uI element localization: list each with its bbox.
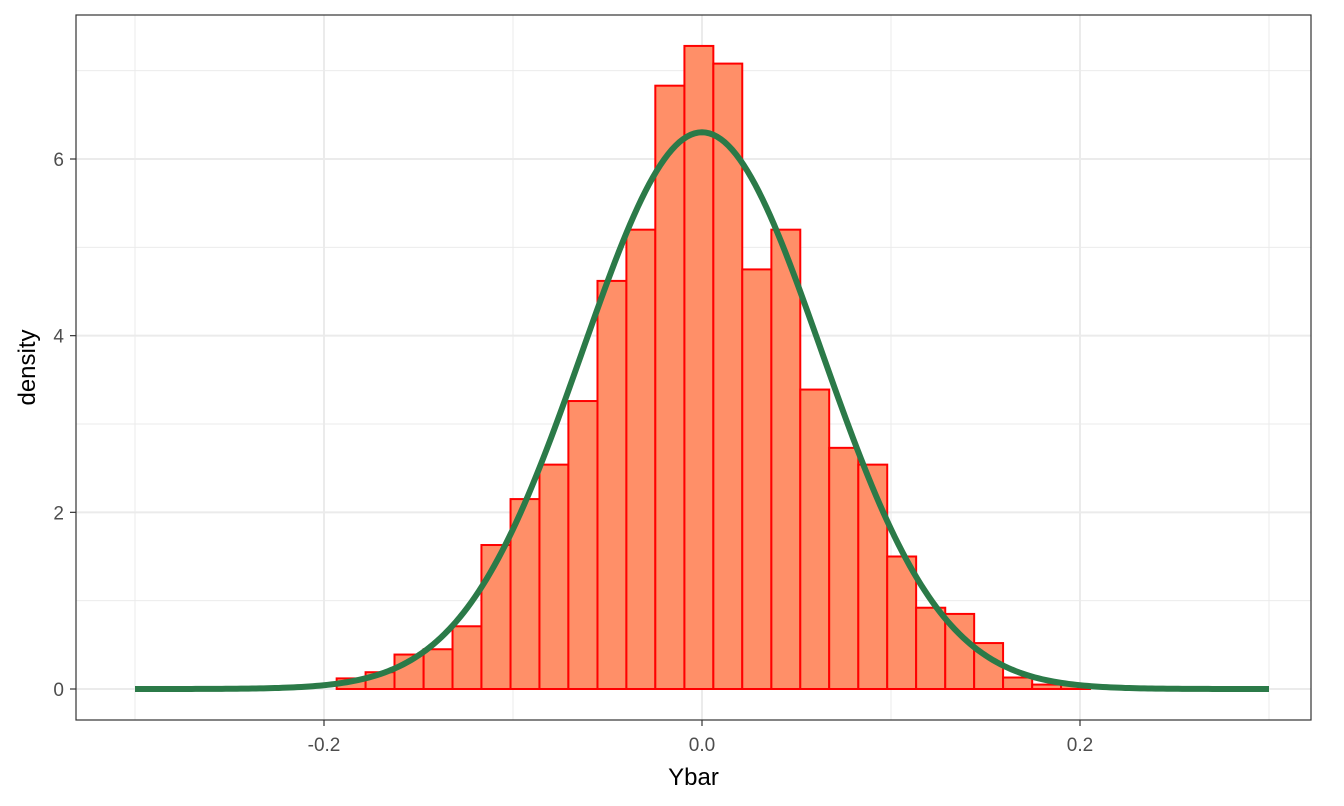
histogram-bar: [625, 228, 657, 691]
histogram-bar: [596, 279, 628, 690]
panel-border: [75, 14, 1312, 721]
histogram-bar: [741, 268, 773, 690]
histogram-bar: [683, 44, 715, 690]
x-tick-label: 0.2: [1067, 735, 1093, 756]
y-tick-label: 6: [53, 150, 64, 171]
y-axis-title: density: [14, 329, 41, 405]
y-tick-label: 2: [53, 503, 64, 524]
x-tick-label: 0.0: [689, 735, 715, 756]
x-tick-label: -0.2: [308, 735, 341, 756]
histogram-bar: [857, 463, 889, 690]
histogram-bars: [335, 44, 1092, 691]
histogram-bar: [770, 228, 802, 691]
histogram-bar: [654, 84, 686, 690]
y-axis: 0 2 4 6: [53, 150, 76, 701]
histogram-bar: [712, 62, 744, 691]
histogram-bar: [886, 555, 918, 690]
histogram-bar: [828, 446, 860, 690]
y-tick-label: 0: [53, 680, 64, 701]
histogram-bar: [480, 544, 512, 690]
histogram-bar: [451, 625, 483, 690]
density-curve: [135, 129, 1269, 692]
histogram-bar: [538, 463, 570, 690]
histogram-bar: [1031, 683, 1063, 690]
histogram-bar: [915, 606, 947, 691]
y-tick-label: 4: [53, 327, 64, 348]
histogram-bar: [1002, 676, 1034, 690]
x-axis-title: Ybar: [668, 764, 719, 791]
histogram-bar: [567, 400, 599, 690]
histogram-bar: [799, 388, 831, 690]
x-axis: -0.2 0.0 0.2: [308, 720, 1093, 756]
histogram-bar: [422, 648, 454, 690]
